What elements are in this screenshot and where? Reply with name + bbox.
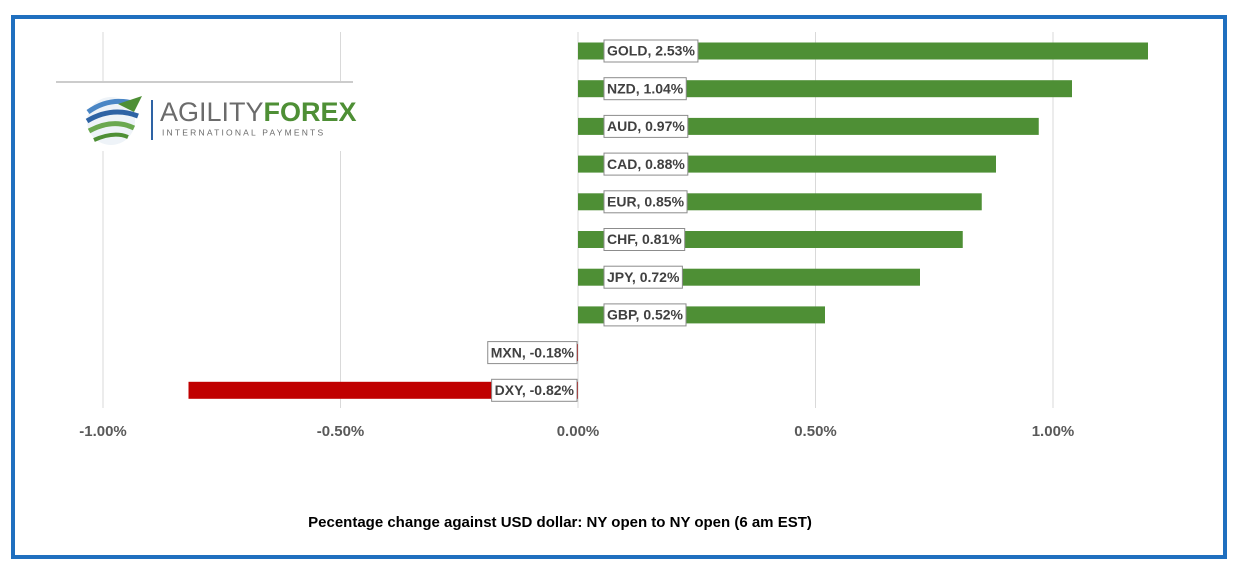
data-label-text: GOLD, 2.53% [607, 43, 695, 59]
bar [578, 42, 1148, 60]
x-tick-label: 1.00% [1032, 423, 1075, 440]
data-label-text: DXY, -0.82% [495, 382, 575, 398]
logo-name: AGILITYFOREX [160, 97, 357, 127]
data-label: NZD, 1.04% [603, 77, 687, 101]
data-label-box [603, 39, 699, 63]
data-label-box [491, 378, 578, 402]
data-label-text: GBP, 0.52% [607, 307, 684, 323]
data-label: EUR, 0.85% [603, 190, 688, 214]
logo: AGILITYFOREX INTERNATIONAL PAYMENTS [56, 81, 357, 151]
x-tick-label: -1.00% [79, 423, 127, 440]
data-label-box [603, 152, 689, 176]
data-label-text: AUD, 0.97% [607, 118, 685, 134]
data-label-box [603, 265, 683, 289]
data-label-box [603, 190, 688, 214]
chart-title: Pecentage change against USD dollar: NY … [308, 514, 812, 531]
x-tick-label: 0.50% [794, 423, 837, 440]
logo-name-a: AGILITY [160, 97, 264, 127]
bar [578, 80, 1072, 98]
data-label-text: CAD, 0.88% [607, 156, 685, 172]
data-label: AUD, 0.97% [603, 114, 689, 138]
data-label-text: EUR, 0.85% [607, 194, 685, 210]
logo-name-b: FOREX [264, 97, 357, 127]
data-label-box [487, 341, 578, 365]
data-label: MXN, -0.18% [487, 341, 578, 365]
data-label: CHF, 0.81% [603, 228, 686, 251]
data-label-box [603, 303, 687, 327]
data-label-text: NZD, 1.04% [607, 80, 684, 96]
data-label-box [603, 77, 687, 101]
data-label-text: CHF, 0.81% [607, 231, 682, 247]
bar [578, 117, 1039, 135]
data-label-box [603, 114, 689, 138]
data-label: GOLD, 2.53% [603, 39, 699, 63]
logo-globe [85, 96, 142, 145]
bar [188, 381, 578, 399]
logo-tagline: INTERNATIONAL PAYMENTS [162, 127, 325, 137]
data-label-text: JPY, 0.72% [607, 269, 680, 285]
data-label-text: MXN, -0.18% [491, 344, 575, 360]
data-label: DXY, -0.82% [491, 378, 578, 402]
x-tick-label: 0.00% [557, 423, 600, 440]
data-label: CAD, 0.88% [603, 152, 689, 176]
data-label: JPY, 0.72% [603, 265, 683, 289]
data-label: GBP, 0.52% [603, 303, 687, 327]
data-label-box [603, 228, 686, 251]
x-tick-label: -0.50% [317, 423, 365, 440]
